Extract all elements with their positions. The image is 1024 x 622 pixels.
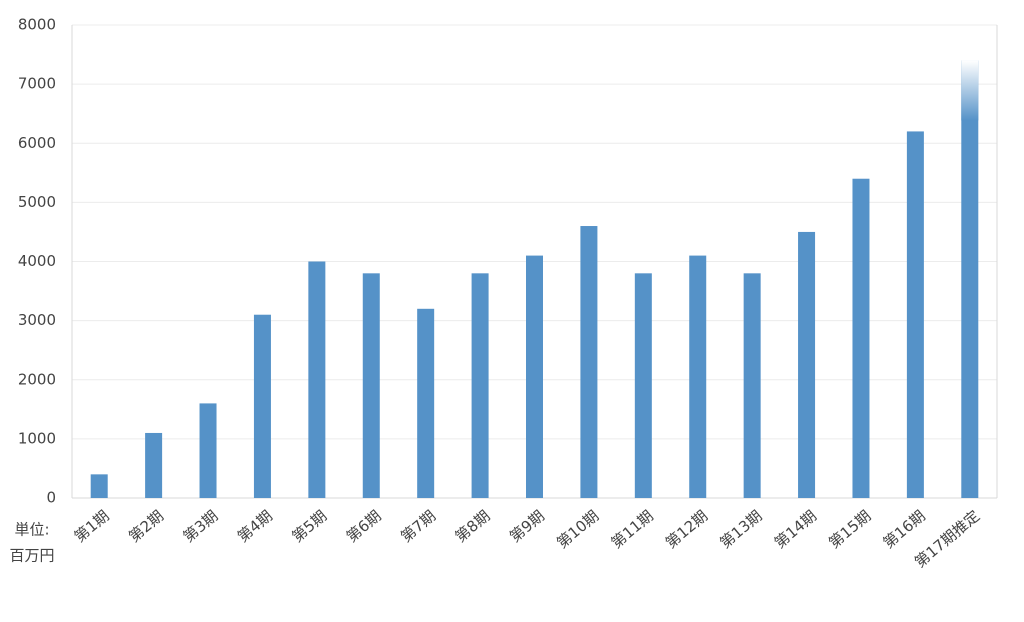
bar <box>743 273 761 498</box>
bar <box>689 255 707 498</box>
bar <box>634 273 652 498</box>
x-tick-label: 第14期 <box>771 507 820 552</box>
x-tick-label: 第5期 <box>288 507 330 546</box>
bar <box>906 131 924 499</box>
bar <box>852 178 870 498</box>
bar-fade <box>961 60 979 121</box>
y-tick-label: 2000 <box>18 370 56 388</box>
x-tick-label: 第10期 <box>553 507 602 552</box>
x-tick-label: 第8期 <box>452 507 494 546</box>
y-tick-label: 4000 <box>18 252 56 270</box>
y-tick-label: 6000 <box>18 134 56 152</box>
x-tick-label: 第13期 <box>716 507 765 552</box>
y-tick-label: 3000 <box>18 311 56 329</box>
bar <box>145 432 163 498</box>
bar <box>308 261 326 498</box>
bar <box>798 231 816 498</box>
bar <box>199 403 217 498</box>
bar <box>253 314 271 498</box>
bar <box>417 308 435 498</box>
x-tick-label: 第9期 <box>506 507 548 546</box>
bar <box>471 273 489 498</box>
x-tick-label: 第16期 <box>880 507 929 552</box>
y-tick-label: 7000 <box>18 75 56 93</box>
x-tick-label: 第2期 <box>125 507 167 546</box>
x-tick-label: 第6期 <box>343 507 385 546</box>
x-tick-label: 第15期 <box>825 507 874 552</box>
x-tick-label: 第11期 <box>608 507 657 552</box>
x-tick-label: 第1期 <box>71 507 113 546</box>
bar <box>526 255 543 498</box>
y-tick-label: 1000 <box>18 429 56 447</box>
y-tick-label: 8000 <box>18 16 56 34</box>
unit-label: 単位: <box>14 521 49 539</box>
y-tick-label: 0 <box>46 489 56 507</box>
bar <box>90 474 108 498</box>
x-tick-label: 第4期 <box>234 507 276 546</box>
x-tick-label: 第7期 <box>397 507 439 546</box>
y-tick-label: 5000 <box>18 193 56 211</box>
x-tick-label: 第3期 <box>180 507 222 546</box>
bar <box>362 273 380 498</box>
x-tick-label: 第12期 <box>662 507 711 552</box>
bar <box>961 60 979 498</box>
unit-label: 百万円 <box>9 547 54 565</box>
bar <box>580 226 598 498</box>
